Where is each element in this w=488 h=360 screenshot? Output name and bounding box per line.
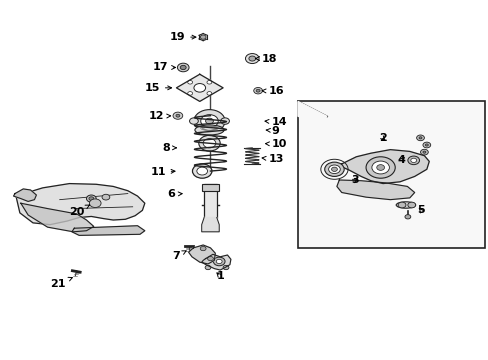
Circle shape <box>366 157 394 178</box>
Polygon shape <box>339 150 428 184</box>
Circle shape <box>180 65 186 69</box>
Circle shape <box>397 202 405 208</box>
Circle shape <box>86 195 96 202</box>
Text: 19: 19 <box>169 32 196 42</box>
Circle shape <box>177 63 189 72</box>
Circle shape <box>199 135 220 151</box>
Circle shape <box>256 89 260 92</box>
Polygon shape <box>21 203 94 232</box>
Circle shape <box>197 167 207 175</box>
Text: 2: 2 <box>378 133 386 143</box>
Text: 10: 10 <box>265 139 286 149</box>
Text: 15: 15 <box>144 83 171 93</box>
Circle shape <box>89 197 94 201</box>
Text: 21: 21 <box>50 277 72 289</box>
Circle shape <box>371 161 388 174</box>
Text: 14: 14 <box>264 117 287 127</box>
Circle shape <box>422 151 425 153</box>
Circle shape <box>324 162 344 176</box>
Circle shape <box>200 35 205 39</box>
Circle shape <box>213 257 224 266</box>
Circle shape <box>187 91 192 95</box>
Text: 5: 5 <box>416 205 424 215</box>
Circle shape <box>245 54 259 64</box>
Circle shape <box>173 112 183 119</box>
Circle shape <box>407 156 419 165</box>
Circle shape <box>207 256 213 261</box>
Circle shape <box>102 194 110 200</box>
Polygon shape <box>297 102 326 116</box>
Circle shape <box>410 158 416 162</box>
Polygon shape <box>72 226 144 235</box>
Circle shape <box>223 265 228 270</box>
Circle shape <box>204 265 210 270</box>
Text: 1: 1 <box>216 271 224 282</box>
Bar <box>203 184 216 217</box>
Circle shape <box>418 137 421 139</box>
Circle shape <box>331 167 337 171</box>
Circle shape <box>422 142 430 148</box>
Circle shape <box>192 164 211 178</box>
Text: 17: 17 <box>152 63 175 72</box>
Polygon shape <box>188 245 215 264</box>
Text: 4: 4 <box>397 156 405 165</box>
Circle shape <box>248 56 255 61</box>
Circle shape <box>416 135 424 141</box>
Circle shape <box>194 84 205 92</box>
Ellipse shape <box>395 202 415 208</box>
Polygon shape <box>336 180 414 200</box>
Text: 20: 20 <box>68 205 89 217</box>
Circle shape <box>200 247 205 251</box>
Circle shape <box>328 165 340 174</box>
Circle shape <box>420 149 427 155</box>
Circle shape <box>20 191 30 198</box>
Bar <box>297 102 484 248</box>
Text: 16: 16 <box>262 86 284 96</box>
Text: 8: 8 <box>163 143 176 153</box>
Circle shape <box>203 139 215 148</box>
Text: 6: 6 <box>167 189 182 199</box>
Polygon shape <box>201 217 219 232</box>
Circle shape <box>201 114 218 127</box>
Circle shape <box>89 199 101 207</box>
Circle shape <box>376 165 384 170</box>
Polygon shape <box>14 189 36 202</box>
Polygon shape <box>176 74 223 102</box>
Circle shape <box>425 144 427 146</box>
Circle shape <box>187 81 192 84</box>
Circle shape <box>407 202 415 208</box>
Circle shape <box>194 110 224 132</box>
Polygon shape <box>16 184 144 225</box>
Text: 12: 12 <box>148 111 170 121</box>
Ellipse shape <box>220 118 229 124</box>
Circle shape <box>176 114 180 117</box>
Text: 18: 18 <box>255 54 277 64</box>
Text: 3: 3 <box>351 175 358 185</box>
Text: 13: 13 <box>262 154 283 164</box>
Circle shape <box>205 118 213 124</box>
Ellipse shape <box>195 125 224 135</box>
Text: 9: 9 <box>265 126 279 136</box>
Circle shape <box>206 91 211 95</box>
Circle shape <box>253 87 262 94</box>
Bar <box>201 184 219 191</box>
Polygon shape <box>201 254 230 270</box>
Text: 7: 7 <box>172 251 186 261</box>
Circle shape <box>216 259 222 264</box>
Text: 11: 11 <box>150 167 175 177</box>
Ellipse shape <box>189 118 198 124</box>
Circle shape <box>206 81 211 84</box>
Circle shape <box>404 215 410 219</box>
